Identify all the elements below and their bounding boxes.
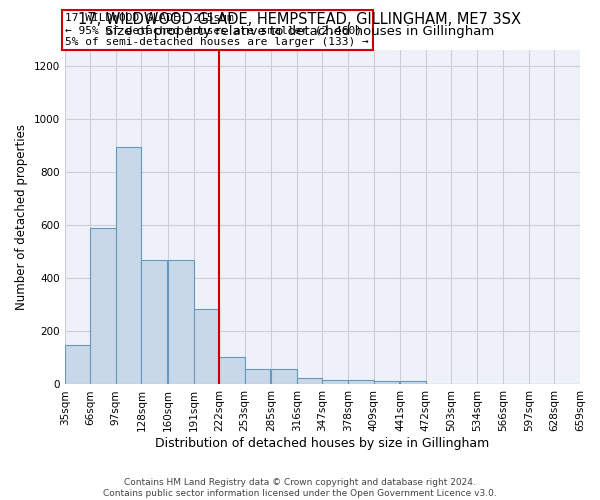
Bar <box>245 368 271 384</box>
Bar <box>168 260 193 384</box>
Bar <box>271 368 297 384</box>
Bar <box>374 382 399 384</box>
Bar <box>219 357 245 384</box>
Bar <box>90 228 116 384</box>
Bar <box>322 380 348 384</box>
Text: 17, WILDWOOD GLADE, HEMPSTEAD, GILLINGHAM, ME7 3SX: 17, WILDWOOD GLADE, HEMPSTEAD, GILLINGHA… <box>79 12 521 28</box>
Text: 17 WILDWOOD GLADE: 215sqm
← 95% of detached houses are smaller (2,460)
5% of sem: 17 WILDWOOD GLADE: 215sqm ← 95% of detac… <box>65 14 369 46</box>
Bar <box>65 344 90 385</box>
Bar <box>116 148 142 384</box>
Text: Contains HM Land Registry data © Crown copyright and database right 2024.
Contai: Contains HM Land Registry data © Crown c… <box>103 478 497 498</box>
Y-axis label: Number of detached properties: Number of detached properties <box>15 124 28 310</box>
Bar <box>297 378 322 384</box>
X-axis label: Distribution of detached houses by size in Gillingham: Distribution of detached houses by size … <box>155 437 490 450</box>
Bar <box>348 380 374 384</box>
Bar <box>400 382 425 384</box>
Text: Size of property relative to detached houses in Gillingham: Size of property relative to detached ho… <box>106 25 494 38</box>
Bar <box>193 309 219 384</box>
Bar <box>142 260 167 384</box>
